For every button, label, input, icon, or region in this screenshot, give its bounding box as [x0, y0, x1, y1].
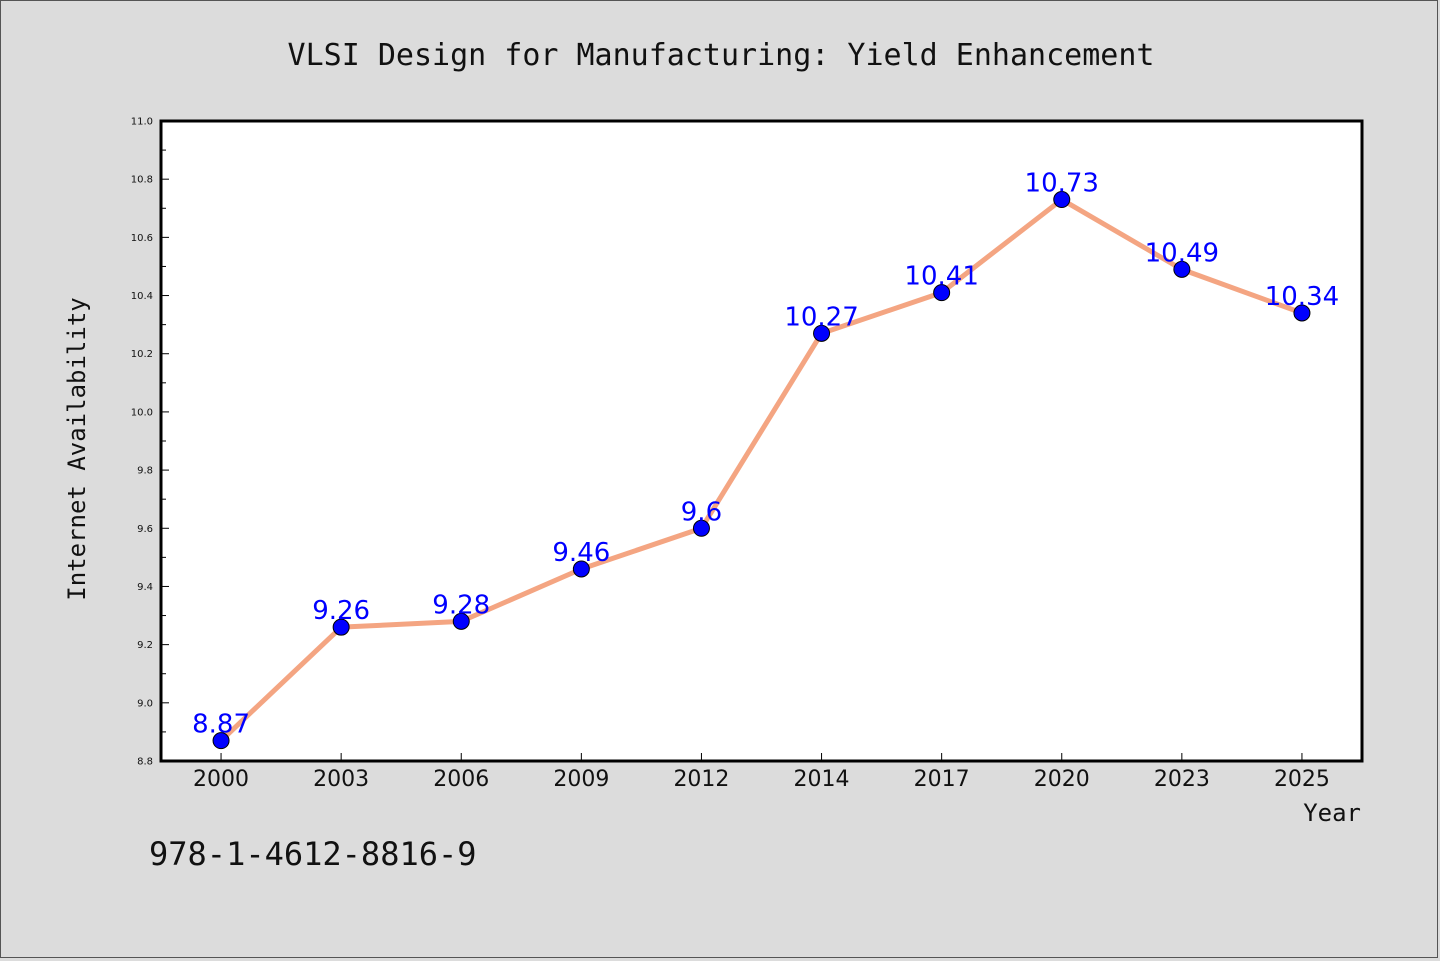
plot-area [159, 119, 1364, 763]
data-label: 10.49 [1145, 238, 1219, 268]
y-tick-label: 10.4 [131, 291, 153, 302]
series-markers [212, 191, 1311, 750]
data-label: 10.73 [1025, 169, 1099, 199]
y-tick-label: 8.8 [137, 757, 153, 768]
y-tick-label: 10.0 [131, 407, 153, 418]
x-tick-label: 2003 [313, 767, 369, 792]
x-axis-label: Year [1303, 799, 1361, 827]
y-tick-label: 9.6 [137, 524, 153, 535]
y-tick-label: 10.6 [131, 233, 153, 244]
x-tick-label: 2025 [1274, 767, 1330, 792]
data-labels: 8.87 9.26 9.28 9.46 9.6 10.27 10.41 10.73 10.49 1… [192, 169, 1339, 740]
data-point [1053, 191, 1071, 209]
x-tick-label: 2014 [794, 767, 850, 792]
y-tick-label: 9.4 [137, 582, 153, 593]
x-tick-label: 2009 [553, 767, 609, 792]
data-point [572, 560, 590, 578]
data-label: 8.87 [192, 710, 250, 740]
data-label: 9.6 [681, 497, 722, 527]
data-point [692, 519, 710, 537]
x-tick-label: 2006 [433, 767, 489, 792]
y-axis-label: Internet Availability [63, 297, 91, 600]
isbn-text: 978-1-4612-8816-9 [149, 835, 477, 873]
y-tick-label: 9.8 [137, 466, 153, 477]
y-tick-label: 10.8 [131, 175, 153, 186]
x-tick-label: 2012 [673, 767, 729, 792]
x-axis: 2000 2003 2006 2009 2012 2014 2017 2020 2023 2025 [193, 753, 1330, 792]
data-label: 9.46 [552, 538, 610, 568]
data-point [452, 612, 470, 630]
y-tick-label: 9.0 [137, 698, 153, 709]
data-point [933, 284, 951, 302]
data-point [1293, 304, 1311, 322]
x-tick-label: 2000 [193, 767, 249, 792]
data-label: 10.34 [1265, 282, 1339, 312]
y-axis: 8.8 9.0 9.2 9.4 9.6 9.8 10.0 10.2 10.4 10.6 10.8 11… [131, 117, 169, 768]
x-tick-label: 2017 [914, 767, 970, 792]
x-tick-label: 2020 [1034, 767, 1090, 792]
y-tick-label: 11.0 [131, 117, 153, 128]
data-point [212, 732, 230, 750]
data-label: 9.28 [432, 590, 490, 620]
y-tick-label: 10.2 [131, 349, 153, 360]
x-tick-label: 2023 [1154, 767, 1210, 792]
data-point [332, 618, 350, 636]
series-line-path [219, 197, 1303, 743]
data-point [813, 324, 831, 342]
y-tick-label: 9.2 [137, 640, 153, 651]
series-line [219, 197, 1303, 743]
data-point [1173, 260, 1191, 278]
chart-title: VLSI Design for Manufacturing: Yield Enh… [288, 38, 1155, 73]
data-label: 9.26 [312, 596, 370, 626]
data-label: 10.41 [904, 262, 978, 292]
data-label: 10.27 [784, 302, 858, 332]
